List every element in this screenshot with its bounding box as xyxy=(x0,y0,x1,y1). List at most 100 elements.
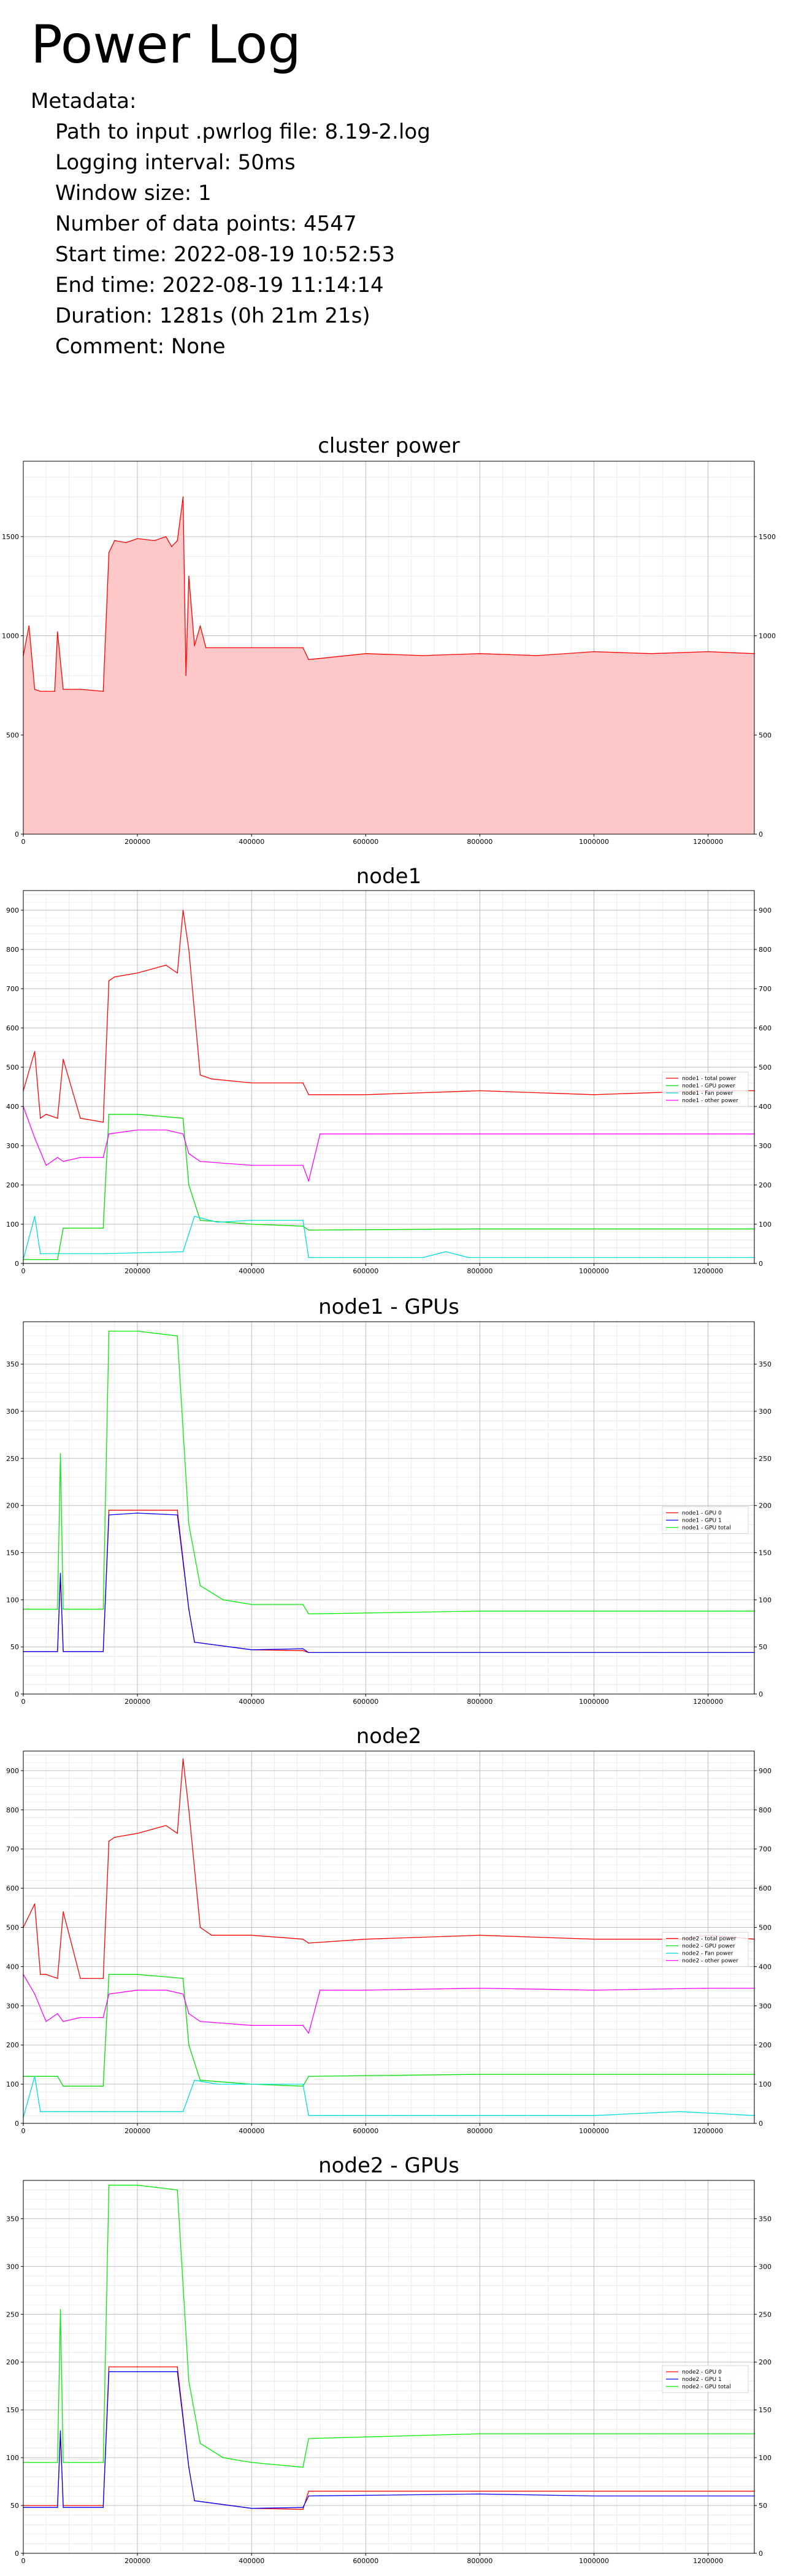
data-point xyxy=(650,653,652,654)
data-point xyxy=(188,1153,190,1154)
data-point xyxy=(182,1133,184,1135)
data-point xyxy=(34,689,36,690)
data-point xyxy=(479,1133,481,1135)
data-point xyxy=(199,2021,201,2022)
data-point xyxy=(45,1114,47,1115)
data-point xyxy=(188,1524,190,1525)
data-point xyxy=(57,2111,58,2112)
data-point xyxy=(63,689,64,690)
data-point xyxy=(177,2366,178,2367)
plot-frame xyxy=(23,1321,755,1695)
chart-title: cluster power xyxy=(318,434,460,458)
data-point xyxy=(80,1117,81,1119)
data-point xyxy=(188,2466,190,2468)
data-point xyxy=(308,659,310,661)
data-point xyxy=(108,1974,110,1975)
data-point xyxy=(479,1090,481,1092)
data-point xyxy=(137,2366,138,2367)
data-point xyxy=(222,1599,224,1601)
legend-box xyxy=(662,1071,749,1107)
data-point xyxy=(137,1512,138,1514)
data-point xyxy=(707,1987,709,1989)
chart-panel: node1 - GPUs 0 200000 400000 600000 800000 100… xyxy=(6,1295,772,1706)
data-point xyxy=(211,1934,212,1936)
data-point xyxy=(102,2507,104,2508)
metadata-line: Start time: 2022-08-19 10:52:53 xyxy=(55,242,396,267)
data-point xyxy=(108,980,110,981)
data-point xyxy=(302,1225,304,1227)
x-tick-label: 400000 xyxy=(239,2557,264,2565)
data-point xyxy=(188,1184,190,1186)
chart-panel: node2 0 200000 400000 600000 800000 1000000 120… xyxy=(6,1724,772,2135)
data-point xyxy=(102,1121,104,1123)
data-point xyxy=(199,1160,201,1162)
data-point xyxy=(479,1610,481,1612)
y-tick-label-right: 500 xyxy=(759,731,772,739)
series-line xyxy=(23,1974,754,2087)
y-tick-label: 0 xyxy=(15,1690,19,1698)
data-point xyxy=(194,1641,195,1643)
data-point xyxy=(182,1251,184,1252)
data-point xyxy=(177,1335,178,1336)
data-point xyxy=(80,2017,81,2018)
y-tick-label-right: 200 xyxy=(759,1502,772,1510)
data-point xyxy=(308,1257,310,1259)
data-point xyxy=(108,1133,110,1135)
x-tick-label: 1200000 xyxy=(693,2127,723,2135)
y-tick-label: 500 xyxy=(6,1924,19,1932)
data-point xyxy=(479,1934,481,1936)
data-point xyxy=(308,2115,310,2117)
legend-label: node2 - Fan power xyxy=(682,1951,733,1957)
data-point xyxy=(222,2457,224,2458)
x-tick-label: 200000 xyxy=(124,2127,150,2135)
data-point xyxy=(199,2442,201,2444)
y-tick-label: 0 xyxy=(15,830,19,838)
data-point xyxy=(365,1094,367,1095)
data-point xyxy=(185,675,186,677)
data-point xyxy=(593,2433,595,2434)
data-point xyxy=(137,2371,138,2372)
x-tick-label: 1200000 xyxy=(693,1267,723,1275)
data-point xyxy=(188,575,190,577)
data-point xyxy=(137,1833,138,1834)
x-tick-label: 200000 xyxy=(124,1267,150,1275)
data-point xyxy=(137,1114,138,1115)
data-point xyxy=(108,1514,110,1516)
data-point xyxy=(137,1509,138,1511)
data-point xyxy=(216,1222,218,1223)
data-point xyxy=(59,2430,61,2432)
data-point xyxy=(251,1934,253,1936)
data-point xyxy=(45,1165,47,1166)
data-point xyxy=(177,2189,178,2191)
data-point xyxy=(182,1993,184,1995)
y-tick-label: 200 xyxy=(6,2358,19,2366)
x-tick-label: 600000 xyxy=(353,1267,378,1275)
y-tick-label-right: 300 xyxy=(759,2263,772,2271)
data-point xyxy=(102,2462,104,2463)
y-tick-label-right: 350 xyxy=(759,1360,772,1368)
data-point xyxy=(194,1216,195,1217)
y-tick-label-right: 300 xyxy=(759,1142,772,1150)
legend-label: node2 - other power xyxy=(682,1958,738,1965)
data-point xyxy=(57,1117,58,1119)
data-point xyxy=(45,1974,47,1975)
y-tick-label-right: 250 xyxy=(759,2310,772,2318)
data-point xyxy=(308,1613,310,1615)
data-point xyxy=(59,2309,61,2310)
data-point xyxy=(302,2025,304,2026)
x-tick-label: 0 xyxy=(21,1267,26,1275)
data-point xyxy=(199,1075,201,1076)
data-point xyxy=(57,1157,58,1158)
data-point xyxy=(302,1082,304,1084)
chart-title: node1 - GPUs xyxy=(318,1295,459,1319)
y-tick-label-right: 200 xyxy=(759,2358,772,2366)
data-point xyxy=(102,1977,104,1979)
data-point xyxy=(199,1926,201,1928)
data-point xyxy=(216,647,218,648)
data-point xyxy=(80,689,81,690)
data-point xyxy=(365,653,367,654)
data-point xyxy=(479,2493,481,2495)
data-point xyxy=(188,2044,190,2046)
data-point xyxy=(57,2013,58,2014)
